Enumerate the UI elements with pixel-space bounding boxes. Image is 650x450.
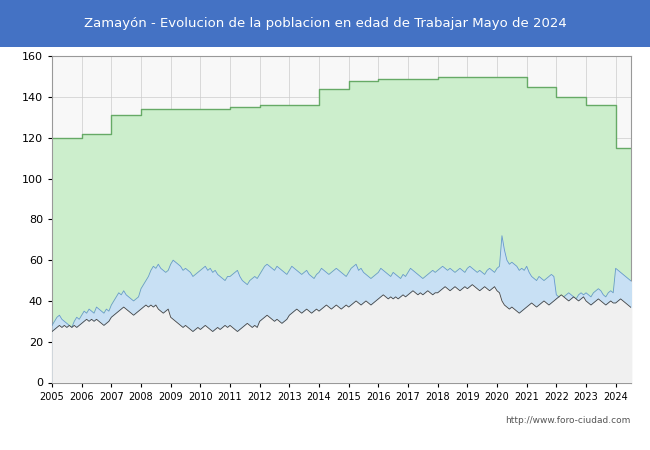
Text: http://www.foro-ciudad.com: http://www.foro-ciudad.com bbox=[505, 416, 630, 425]
Text: Zamayón - Evolucion de la poblacion en edad de Trabajar Mayo de 2024: Zamayón - Evolucion de la poblacion en e… bbox=[84, 17, 566, 30]
